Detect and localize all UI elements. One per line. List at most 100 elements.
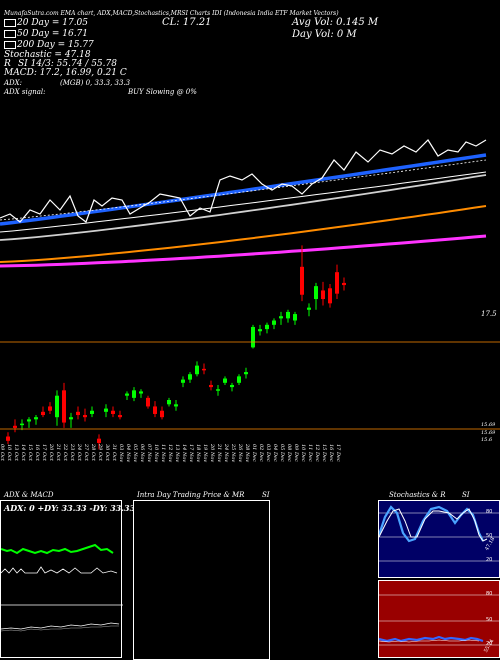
candle-body [69,417,73,420]
candle-body [293,314,297,321]
candle-body [279,316,283,319]
date-axis-label: 17 Nov [188,444,194,463]
date-axis-label: 21 Nov [216,444,222,463]
stoch-level-80: 80 [486,509,493,515]
date-axis-label: 13 Oct [13,444,19,461]
macd-line [1,622,120,630]
date-axis-label: 10 Nov [153,444,159,463]
date-axis-label: 24 Nov [223,444,229,463]
candle-body [20,423,24,426]
candle-body [6,436,10,441]
candle-body [97,438,101,443]
candle-body [251,326,255,348]
date-axis-label: 08 Dec [286,444,292,462]
candle-body [174,404,178,407]
date-axis: 09 Oct 10 Oct 13 Oct 14 Oct 15 Oct 16 Oct 17 O… [0,440,500,480]
candle-body [167,400,171,405]
ema-magenta-line [0,234,487,268]
mrsi-signal-line [379,639,480,643]
adx-green-line [1,543,114,555]
date-axis-label: 22 Oct [62,444,68,461]
date-axis-label: 15 Dec [321,444,327,462]
date-axis-label: 12 Nov [167,444,173,463]
ema50-label: 50 Day = 16.71 [17,29,89,39]
ema-gray-line [0,174,487,241]
price-axis-label-low3: 15.6 [481,437,493,443]
stochastic-label: Stochastic = 47.18 [4,50,91,60]
candle-body [153,406,157,414]
header-top-line: MunafaSutra.com EMA chart, ADX,MACD,Stoc… [4,10,339,17]
date-axis-label: 04 Nov [125,444,131,463]
candle-body [335,272,339,294]
legend-swatch-icon [4,41,16,49]
candle-body [62,390,66,423]
date-axis-label: 12 Dec [314,444,320,462]
legend-swatch-icon [4,30,16,38]
buy-selling-label: BUY Slowing @ 0% [128,88,197,96]
date-axis-label: 03 Dec [265,444,271,462]
candle-body [237,376,241,383]
candle-body [188,374,192,380]
adx-white-line [1,566,118,574]
candle-body [265,324,269,330]
avg-volume-label: Avg Vol: 0.145 M [292,17,379,28]
intraday-si-label: SI [262,491,270,499]
stoch-si-label: SI [462,491,470,499]
r-label: R [4,59,11,69]
stoch-d-line [379,508,488,542]
candle-body [104,408,108,412]
legend-swatch-icon [4,19,16,27]
date-axis-label: 11 Nov [160,444,166,463]
price-axis-label-low2: 15.69 [481,430,496,436]
candle-body [90,410,94,414]
date-axis-label: 04 Dec [272,444,278,462]
candle-body [83,415,87,418]
date-axis-label: 15 Oct [27,444,33,461]
date-axis-label: 16 Dec [328,444,334,462]
date-axis-label: 19 Nov [202,444,208,463]
adx-macd-lines [1,543,123,632]
date-axis-label: 24 Oct [76,444,82,461]
date-axis-label: 17 Oct [41,444,47,461]
mrsi-lines [379,594,500,646]
mrsi-panel: 80 50 20 55.74 [378,580,500,658]
date-axis-label: 20 Oct [48,444,54,461]
candle-body [34,417,38,420]
candle-body [41,411,45,416]
date-axis-label: 09 Dec [293,444,299,462]
ema-white-thin-line [0,171,487,233]
ema-orange-line [0,205,487,263]
stochastics-lines [379,505,500,562]
mrsi-level-50: 50 [486,617,493,623]
macd-signal-line [1,625,119,632]
date-axis-label: 05 Dec [279,444,285,462]
candle-body [272,320,276,325]
candle-body [132,390,136,398]
adx-label: ADX: [4,79,23,87]
adx-signal-label: ADX signal: [4,88,46,96]
candle-body [307,307,311,310]
candle-body [223,378,227,383]
date-axis-label: 05 Nov [132,444,138,463]
mgb-label: (MGB) 0, 33.3, 33.3 [60,79,131,87]
candlesticks [6,245,346,450]
candle-body [244,372,248,375]
date-axis-label: 11 Dec [307,444,313,462]
price-axis-label-top: 17.5 [481,310,497,318]
candle-body [76,411,80,416]
candle-body [181,379,185,383]
adx-macd-title: ADX & MACD [4,491,54,499]
candle-body [13,425,17,428]
candle-body [139,391,143,394]
date-axis-label: 23 Oct [69,444,75,461]
date-axis-label: 02 Dec [258,444,264,462]
candle-body [209,384,213,388]
candle-body [195,365,199,375]
stochastics-panel: 80 50 20 47.18 [378,500,500,578]
stoch-level-50: 50 [486,533,493,539]
date-axis-label: 21 Oct [55,444,61,461]
ema-blue-line [0,153,487,226]
stoch-level-20: 20 [486,557,493,563]
candle-body [216,389,220,391]
date-axis-label: 26 Nov [237,444,243,463]
